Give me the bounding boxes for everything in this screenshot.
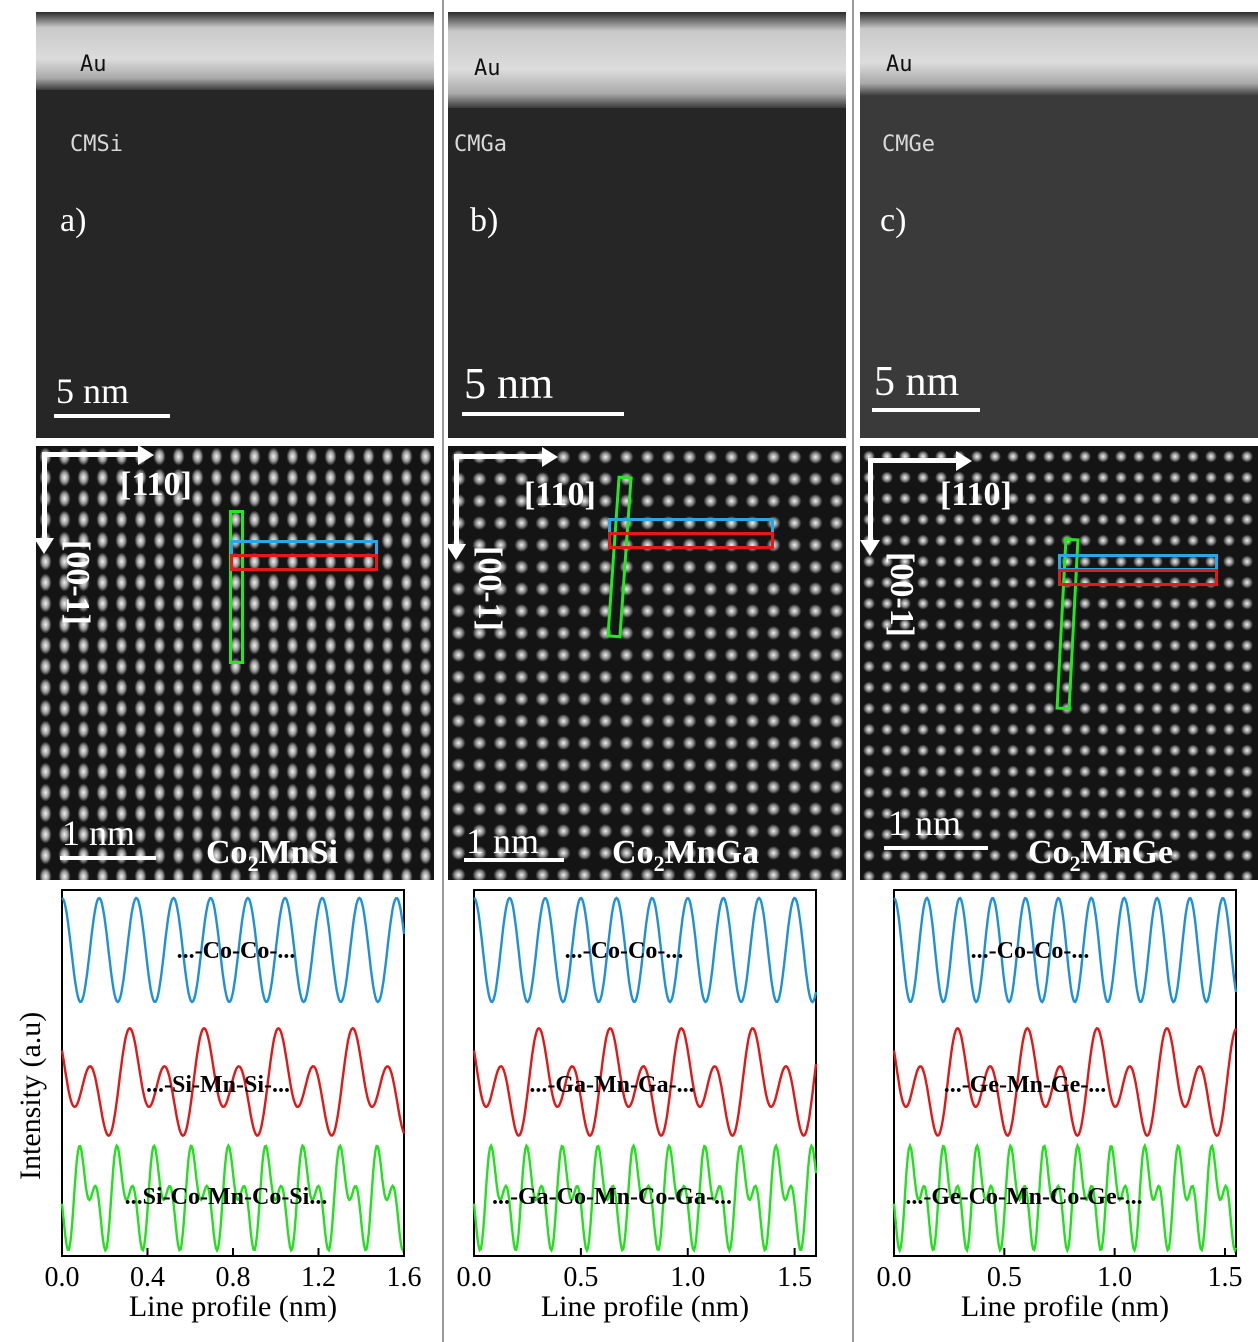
au-label: Au bbox=[474, 56, 501, 81]
line-profile-chart: ...-Co-Co-... ...-Si-Mn-Si-... ...Si-Co-Mn… bbox=[45, 889, 422, 1323]
direction-label-v: [00-1] bbox=[59, 540, 96, 625]
scale-label: 5 nm bbox=[874, 359, 960, 405]
x-tick-label: 0.0 bbox=[45, 1262, 80, 1293]
scale-bar bbox=[54, 414, 170, 418]
x-tick-label: 1.0 bbox=[670, 1262, 705, 1293]
red-line-box bbox=[230, 554, 378, 571]
scale-bar bbox=[464, 858, 564, 862]
column-a: Au CMSi a) 5 nm [110] [00-1] 1 nm Co2MnS… bbox=[36, 0, 434, 1342]
direction-label-v: [00-1] bbox=[471, 546, 508, 631]
column-separator bbox=[442, 0, 444, 1342]
series-label: ...-Ga-Mn-Ga-... bbox=[529, 1072, 694, 1098]
x-axis-label: Line profile (nm) bbox=[129, 1290, 337, 1323]
series-label: ...-Si-Mn-Si-... bbox=[146, 1072, 290, 1098]
x-tick-label: 0.8 bbox=[216, 1262, 251, 1293]
red-line-box bbox=[1058, 569, 1218, 586]
compound-label: Co2MnSi bbox=[206, 834, 338, 876]
x-tick-label: 1.5 bbox=[1207, 1262, 1242, 1293]
scale-bar bbox=[884, 846, 988, 850]
material-label: CMSi bbox=[70, 132, 123, 157]
red-line-box bbox=[608, 532, 774, 549]
compound-label: Co2MnGe bbox=[1028, 834, 1174, 876]
au-label: Au bbox=[80, 52, 107, 77]
series-label: ...-Ge-Co-Mn-Co-Ge-... bbox=[905, 1184, 1142, 1210]
x-axis-label: Line profile (nm) bbox=[961, 1290, 1169, 1323]
x-tick-label: 0.0 bbox=[457, 1262, 492, 1293]
column-separator bbox=[852, 0, 854, 1342]
series-line bbox=[892, 1142, 1238, 1254]
compound-label: Co2MnGa bbox=[612, 834, 760, 876]
x-tick-label: 1.2 bbox=[301, 1262, 336, 1293]
line-profile-chart: ...-Co-Co-... ...-Ga-Mn-Ga-... ...-Ga-Co-M… bbox=[457, 889, 818, 1323]
stem-overview-image: Au CMGa b) 5 nm bbox=[448, 12, 846, 438]
scale-label: 1 nm bbox=[888, 803, 962, 843]
scale-label: 5 nm bbox=[56, 371, 130, 411]
series-label: ...-Co-Co-... bbox=[565, 938, 684, 964]
x-tick-label: 1.0 bbox=[1097, 1262, 1132, 1293]
material-label: CMGe bbox=[882, 132, 935, 157]
x-tick-label: 0.5 bbox=[987, 1262, 1022, 1293]
series-label: ...-Co-Co-... bbox=[971, 938, 1090, 964]
x-tick-label: 1.5 bbox=[777, 1262, 812, 1293]
series-line bbox=[472, 1026, 818, 1137]
column-b: Au CMGa b) 5 nm [110] [00-1] 1 nm Co2MnG… bbox=[448, 0, 846, 1342]
scale-label: 5 nm bbox=[464, 359, 554, 408]
x-axis-label: Line profile (nm) bbox=[541, 1290, 749, 1323]
series-line bbox=[473, 896, 818, 1004]
green-line-box bbox=[606, 475, 633, 639]
series-label: ...Si-Co-Mn-Co-Si... bbox=[125, 1184, 328, 1210]
series-line bbox=[893, 896, 1238, 1004]
scale-label: 1 nm bbox=[466, 821, 540, 861]
stem-overview-image: Au CMSi a) 5 nm bbox=[36, 12, 434, 438]
series-line bbox=[472, 1143, 818, 1254]
x-tick-label: 0.4 bbox=[130, 1262, 165, 1293]
direction-label-h: [110] bbox=[524, 476, 596, 513]
x-tick-label: 1.6 bbox=[387, 1262, 422, 1293]
series-line bbox=[892, 1026, 1238, 1138]
material-label: CMGa bbox=[454, 132, 507, 157]
scale-bar bbox=[60, 856, 156, 860]
hr-lattice-image: [110] [00-1] 1 nm Co2MnSi bbox=[36, 446, 434, 880]
x-tick-label: 0.0 bbox=[877, 1262, 912, 1293]
scale-bar bbox=[462, 412, 624, 416]
stem-overview-image: Au CMGe c) 5 nm bbox=[860, 12, 1258, 438]
direction-label-h: [110] bbox=[120, 466, 192, 503]
series-line bbox=[61, 896, 406, 1004]
hr-lattice-image: [110] [00-1] 1 nm Co2MnGe bbox=[860, 446, 1258, 880]
hr-lattice-image: [110] [00-1] 1 nm Co2MnGa bbox=[448, 446, 846, 880]
series-line bbox=[60, 1143, 406, 1254]
scale-label: 1 nm bbox=[62, 813, 136, 853]
series-label: ...-Ge-Mn-Ge-... bbox=[944, 1072, 1107, 1098]
direction-label-h: [110] bbox=[940, 476, 1012, 513]
green-line-box bbox=[229, 510, 244, 664]
panel-letter: c) bbox=[880, 202, 907, 239]
series-line bbox=[60, 1026, 406, 1138]
line-profile-chart: ...-Co-Co-... ...-Ge-Mn-Ge-... ...-Ge-Co-M… bbox=[877, 889, 1242, 1323]
direction-label-v: [00-1] bbox=[883, 552, 920, 637]
series-label: ...-Co-Co-... bbox=[177, 938, 296, 964]
panel-letter: a) bbox=[60, 202, 87, 239]
scale-bar bbox=[872, 408, 980, 412]
plot-frame bbox=[893, 889, 1237, 1257]
au-label: Au bbox=[886, 52, 913, 77]
series-label: ...-Ga-Co-Mn-Co-Ga-... bbox=[492, 1184, 732, 1210]
x-tick-label: 0.5 bbox=[563, 1262, 598, 1293]
column-c: Au CMGe c) 5 nm [110] [00-1] 1 nm Co2MnG… bbox=[860, 0, 1258, 1342]
panel-letter: b) bbox=[470, 202, 499, 239]
